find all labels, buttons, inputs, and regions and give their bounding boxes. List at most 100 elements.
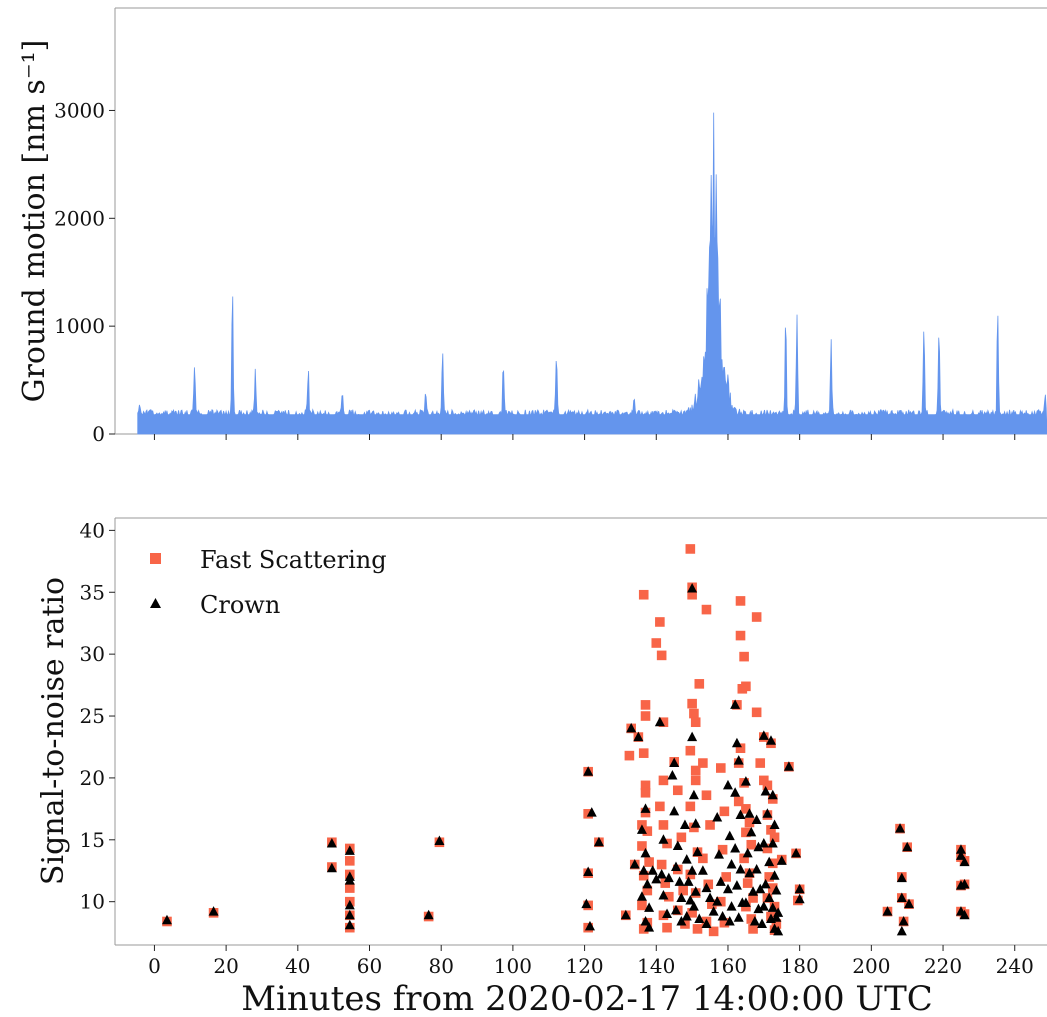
crown-point <box>667 769 678 780</box>
crown-point <box>712 896 723 906</box>
crown-point <box>344 875 355 885</box>
fast-scattering-point <box>764 872 774 882</box>
bottom-y-tick-label: 15 <box>80 828 105 852</box>
fast-scattering-point <box>685 544 696 554</box>
fast-scattering-point <box>766 825 776 835</box>
fast-scattering-point <box>690 765 701 776</box>
fast-scattering-point <box>733 796 744 807</box>
fast-scattering-point <box>689 708 699 719</box>
crown-point <box>669 805 680 816</box>
fast-scattering-point <box>637 900 647 911</box>
bottom-x-tick-label: 240 <box>996 954 1034 978</box>
fast-scattering-point <box>685 801 696 812</box>
fast-scattering-point <box>759 775 769 786</box>
fast-scattering-point <box>767 883 778 893</box>
bottom-y-tick-label: 40 <box>80 518 105 542</box>
fast-scattering-point <box>746 839 757 850</box>
legend-triangle-marker <box>150 598 161 608</box>
crown-point <box>687 865 698 875</box>
crown-point <box>758 838 769 848</box>
fast-scattering-point <box>746 914 757 924</box>
fast-scattering-point <box>717 844 728 855</box>
crown-point <box>161 914 172 925</box>
fast-scattering-point <box>685 745 696 756</box>
fast-scattering-point <box>660 878 671 888</box>
fast-scattering-point <box>762 780 773 791</box>
crown-point <box>895 823 906 833</box>
crown-point <box>656 868 667 879</box>
crown-point <box>434 835 445 846</box>
bottom-x-tick-label: 200 <box>852 954 890 978</box>
fast-scattering-point <box>751 707 762 718</box>
crown-point <box>683 876 694 886</box>
crown-point <box>722 779 733 790</box>
crown-point <box>744 867 755 878</box>
crown-point <box>681 854 692 864</box>
ground-motion-area <box>137 112 1047 435</box>
crown-point <box>687 583 698 593</box>
crown-point <box>344 919 355 930</box>
crown-point <box>771 885 782 895</box>
ground-motion-trace <box>137 112 1047 435</box>
fast-scattering-point <box>755 758 766 768</box>
crown-point <box>583 766 594 776</box>
fast-scattering-point <box>735 630 746 641</box>
crown-point <box>670 861 681 872</box>
legend-label-crown: Crown <box>200 591 280 619</box>
crown-point <box>724 830 735 841</box>
crown-point <box>722 883 733 894</box>
crown-point <box>629 859 640 869</box>
crown-point <box>640 803 651 813</box>
fast-scattering-point <box>719 917 730 928</box>
crown-point <box>708 906 719 916</box>
fast-scattering-point <box>703 879 714 890</box>
crown-point <box>647 865 658 875</box>
fast-scattering-point <box>771 919 782 929</box>
fast-scattering-point <box>748 893 758 903</box>
fast-scattering-point <box>690 775 701 786</box>
bottom-x-tick-label: 40 <box>285 954 310 978</box>
bottom-y-tick-label: 35 <box>80 580 105 604</box>
crown-point <box>626 722 637 733</box>
crown-point <box>676 915 687 926</box>
crown-point <box>755 883 766 894</box>
crown-point <box>735 864 746 874</box>
crown-point <box>783 761 794 771</box>
crown-point <box>767 902 778 912</box>
fast-scattering-point <box>698 758 708 768</box>
fast-scattering-point <box>640 787 651 798</box>
crown-point <box>685 894 696 905</box>
fast-scattering-point <box>640 780 651 791</box>
bottom-y-tick-label: 25 <box>80 704 105 728</box>
crown-point <box>644 902 655 912</box>
time-axis-title: Minutes from 2020-02-17 14:00:00 UTC <box>241 979 933 1017</box>
crown-point <box>776 855 787 865</box>
fast-scattering-point <box>664 891 674 902</box>
crown-point <box>724 915 735 926</box>
fast-scattering-point <box>694 679 705 689</box>
fast-scattering-point <box>656 859 667 870</box>
crown-point <box>633 731 644 742</box>
fast-scattering-point <box>739 853 749 864</box>
fast-scattering-point <box>344 883 355 893</box>
fast-scattering-point <box>692 924 703 934</box>
fast-scattering-point <box>735 743 746 754</box>
crown-point <box>882 906 893 916</box>
crown-point <box>731 880 742 890</box>
crown-point <box>676 892 687 902</box>
crown-point <box>687 731 698 742</box>
crown-point <box>714 849 725 859</box>
fast-scattering-point <box>640 711 651 721</box>
fast-scattering-point <box>655 801 665 812</box>
crown-point <box>742 847 753 858</box>
fast-scattering-point <box>687 908 697 918</box>
crown-point <box>764 856 775 867</box>
crown-point <box>751 814 762 824</box>
top-y-tick-label: 1000 <box>54 314 105 338</box>
crown-point <box>658 834 669 844</box>
legend-label-fast-scattering: Fast Scattering <box>200 546 387 574</box>
fast-scattering-point <box>638 924 649 934</box>
crown-point <box>740 897 751 907</box>
crown-point <box>767 789 778 800</box>
